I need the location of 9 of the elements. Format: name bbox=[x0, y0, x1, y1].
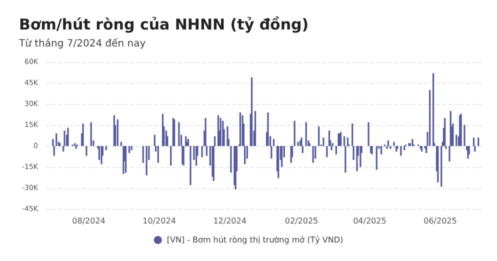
x-tick-label: 06/2025 bbox=[424, 216, 457, 226]
x-tick-label: 02/2025 bbox=[284, 216, 318, 226]
legend-label: [VN] - Bơm hút ròng thị trường mở (Tỷ VND) bbox=[166, 236, 344, 244]
x-tick-label: 04/2025 bbox=[353, 216, 386, 226]
x-tick-label: 08/2024 bbox=[72, 216, 106, 226]
x-tick-label: 12/2024 bbox=[213, 216, 246, 226]
chart-subtitle: Từ tháng 7/2024 đến nay bbox=[18, 38, 146, 50]
x-tick-label: 10/2024 bbox=[142, 216, 176, 226]
chart-title: Bơm/hút ròng của NHNN (tỷ đồng) bbox=[19, 16, 309, 34]
